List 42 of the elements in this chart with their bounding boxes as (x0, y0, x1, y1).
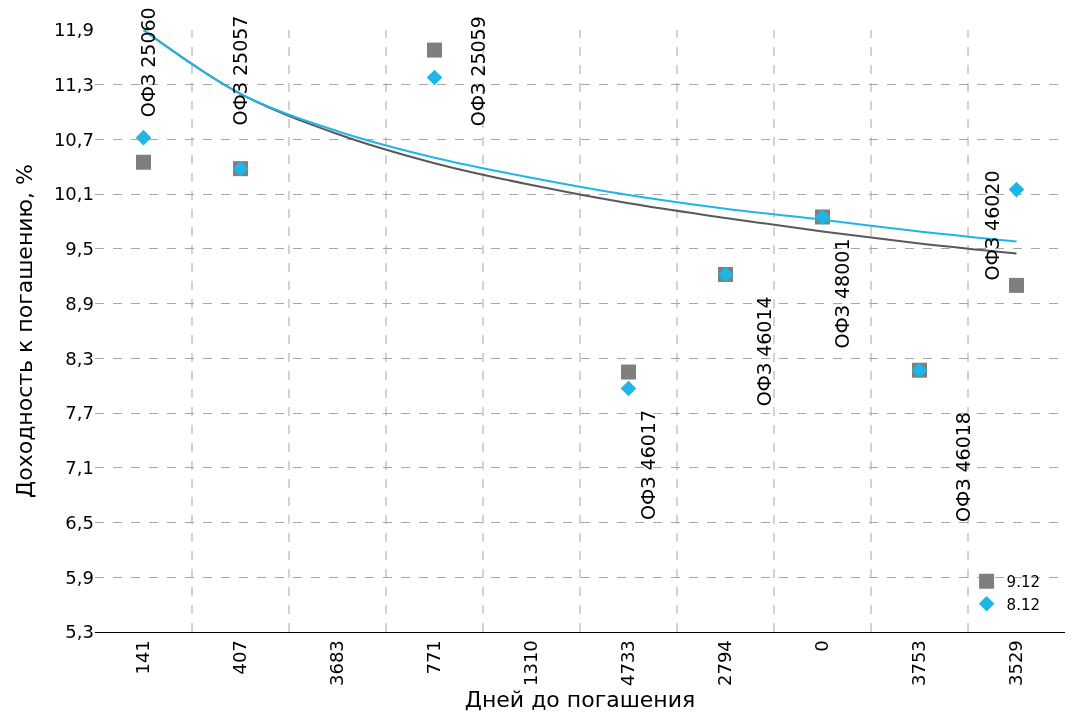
y-tick-label: 9,5 (65, 238, 94, 260)
y-tick-label: 6,5 (65, 511, 94, 533)
y-tick-label: 8,3 (65, 347, 94, 369)
annotation: ОФЗ 46018 (952, 412, 975, 523)
y-tick-label: 7,7 (65, 402, 94, 424)
annotation: ОФЗ 25060 (137, 7, 160, 118)
x-tick-label: 0 (811, 640, 833, 652)
x-tick-label: 141 (132, 640, 154, 675)
point (620, 380, 637, 397)
legend-label: 9.12 (1006, 573, 1041, 592)
y-tick-label: 7,1 (65, 457, 94, 479)
point (136, 154, 151, 170)
y-tick-label: 8,9 (65, 292, 94, 314)
y-tick-label: 5,3 (65, 621, 94, 643)
y-tick-label: 11,9 (53, 19, 94, 41)
x-tick-label: 3753 (908, 640, 930, 687)
y-tick-label: 5,9 (65, 566, 94, 588)
x-tick-label: 2794 (714, 640, 736, 687)
annotation: ОФЗ 48001 (831, 238, 854, 349)
annotation: ОФЗ 25059 (467, 16, 490, 127)
point (427, 42, 442, 58)
x-tick-label: 3529 (1005, 640, 1027, 687)
annotation: ОФЗ 25057 (229, 15, 252, 126)
y-tick-label: 10,1 (53, 183, 94, 205)
x-tick-label: 4733 (617, 640, 639, 687)
y-axis-title: Доходность к погашению, % (11, 164, 37, 498)
y-tick-label: 11,3 (53, 74, 94, 96)
annotation: ОФЗ 46014 (753, 296, 776, 407)
x-axis-title: Дней до погашения (464, 686, 696, 712)
legend-label: 8.12 (1006, 595, 1041, 614)
x-tick-label: 407 (229, 640, 251, 675)
annotation: ОФЗ 46020 (981, 170, 1004, 281)
y-tick-label: 10,7 (53, 128, 94, 150)
x-tick-label: 3683 (326, 640, 348, 687)
point (621, 364, 636, 380)
x-tick-label: 771 (423, 640, 445, 675)
x-tick-label: 1310 (520, 640, 542, 687)
point (426, 69, 443, 86)
annotation: ОФЗ 46017 (636, 410, 659, 520)
point (1008, 181, 1025, 198)
point (135, 129, 152, 146)
point (1009, 277, 1024, 293)
